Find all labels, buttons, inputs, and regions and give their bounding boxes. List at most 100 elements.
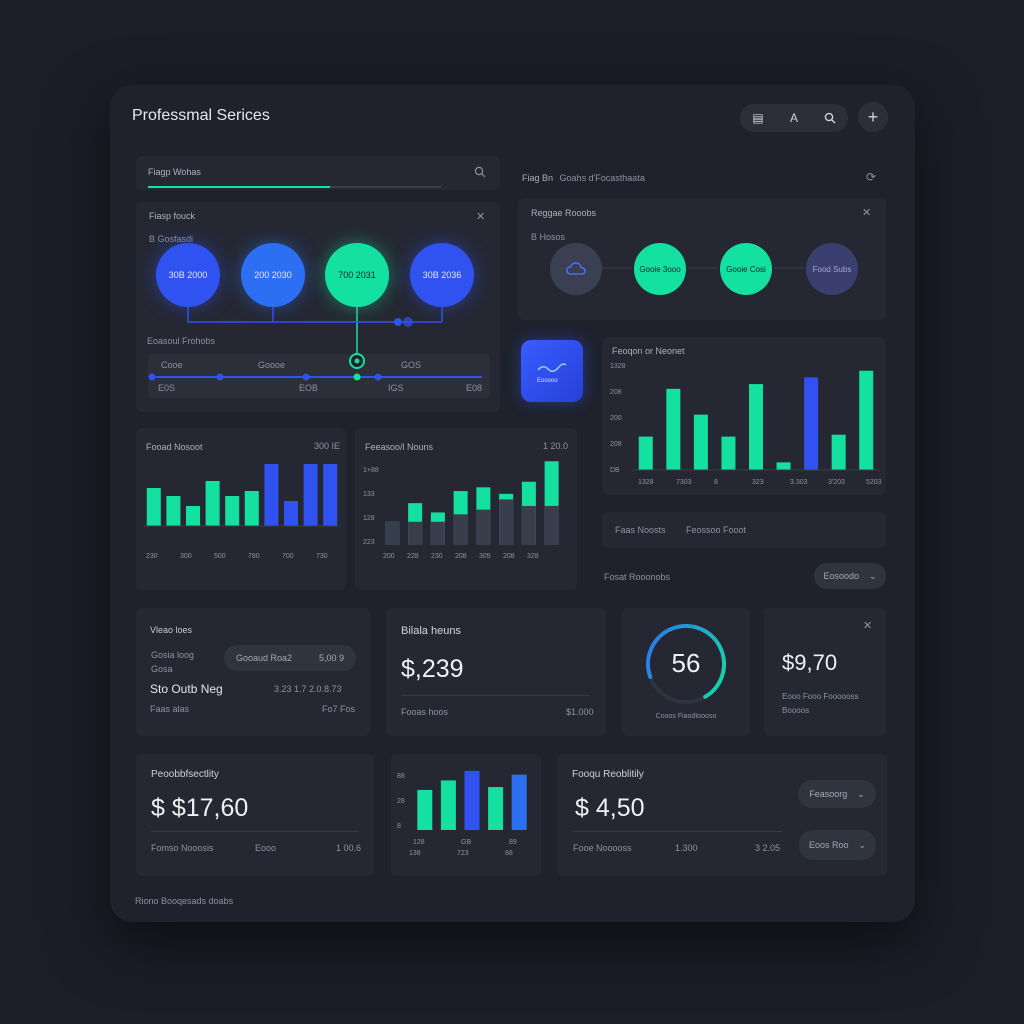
bilala-foot-right: $1.000 <box>566 707 594 717</box>
bar <box>544 505 559 545</box>
y-tick-label: 8 <box>397 823 401 830</box>
x-tick-label: 730 <box>316 553 328 560</box>
gauge-card: 56 Cooos Fiaodtoooso <box>622 608 750 736</box>
search-icon[interactable] <box>474 166 486 178</box>
gauge-fill <box>646 624 726 704</box>
view-card-name-value: 3.23 1.7 2.0.8.73 <box>274 684 342 694</box>
y-tick-label: 1+88 <box>363 467 379 474</box>
timeline-tick: E0S <box>158 383 176 393</box>
x-tick-label: 780 <box>248 553 260 560</box>
plus-icon: + <box>867 106 879 127</box>
search-input[interactable]: Fiagp Wohas <box>148 167 201 177</box>
x-tick-label: 230 <box>431 553 443 560</box>
info-row: Faas Noosts Feossoo Fooot <box>602 512 886 548</box>
x-tick-label: 1328 <box>638 479 654 486</box>
status-subtitle: B Hosos <box>531 232 566 242</box>
font-icon[interactable]: A <box>789 111 798 125</box>
bar <box>225 496 240 526</box>
fogu-amount: $ 4,50 <box>575 794 645 822</box>
bar <box>244 491 259 526</box>
flow-node[interactable]: 30B 2000 <box>156 243 220 307</box>
bar <box>284 501 298 526</box>
x-tick-label: 500 <box>214 553 226 560</box>
bar <box>303 464 318 526</box>
divider <box>151 831 359 832</box>
flow-title: Fiasp fouck <box>149 211 196 221</box>
y-tick-label: 28 <box>397 798 405 805</box>
probability-foot-mid: Eooo <box>255 843 277 853</box>
x-tick-label: 138 <box>409 850 421 857</box>
flow-node[interactable]: 200 2030 <box>241 243 305 307</box>
bar <box>186 506 200 526</box>
y-tick-label: 208 <box>610 389 622 396</box>
status-node[interactable] <box>550 243 602 295</box>
status-node[interactable]: Food Subs <box>806 243 858 295</box>
probability-amount: $ $17,60 <box>151 794 249 822</box>
select-row-label: Fosat Rooonobs <box>604 572 671 582</box>
flow-subtitle: B Gosfasdi <box>149 234 194 244</box>
fogu-dropdown-label: Feasoorg <box>809 789 848 799</box>
y-tick-label: 133 <box>363 491 375 498</box>
timeline-tick: IGS <box>388 383 404 393</box>
fogu-dropdown[interactable]: Eoos Roo ⌄ <box>799 830 876 860</box>
info-row-left: Faas Noosts <box>615 525 666 535</box>
fogu-foot-left: Fooe Nooooss <box>573 843 632 853</box>
fogu-foot-mid: 1.300 <box>675 843 698 853</box>
chart-left: 230 300 500 780 700 730 <box>144 464 340 560</box>
x-tick-label: 323 <box>752 479 764 486</box>
status-title: Reggae Rooobs <box>531 208 597 218</box>
x-tick-label: 723 <box>457 850 469 857</box>
flow-node[interactable]: 700 2031 <box>325 243 389 307</box>
close-icon[interactable]: ✕ <box>862 207 872 219</box>
fogu-title: Fooqu Reoblitily <box>572 769 644 780</box>
x-tick-label: 3'203 <box>828 479 845 486</box>
wave-icon <box>537 363 567 372</box>
fogu-dropdown[interactable]: Feasoorg ⌄ <box>798 780 876 808</box>
x-tick-label: 88 <box>505 850 513 857</box>
bar <box>499 499 514 545</box>
x-tick-label: 3.303 <box>790 479 808 486</box>
bar <box>323 464 338 526</box>
add-button[interactable]: + <box>858 102 888 132</box>
top-right-label-main: Fiag Bn <box>522 173 554 183</box>
bar <box>440 780 456 830</box>
status-node[interactable]: Gooie Cosi <box>720 243 772 295</box>
x-tick-label: 7303 <box>676 479 692 486</box>
status-node[interactable]: Gooie 3ooo <box>634 243 686 295</box>
probability-card: Peoobbfsectlity $ $17,60 Fomso Nooosis E… <box>136 754 374 876</box>
close-icon[interactable]: ✕ <box>863 620 873 632</box>
bar <box>488 787 504 830</box>
select-value: Eosoodo <box>823 571 859 581</box>
bar <box>417 789 433 830</box>
view-card-label: Gosa <box>151 664 173 674</box>
search-icon[interactable] <box>816 104 844 132</box>
amount-card-value: $9,70 <box>782 650 838 675</box>
y-tick-label: 223 <box>363 539 375 546</box>
divider <box>401 695 589 696</box>
y-tick-label: 88 <box>397 773 405 780</box>
list-icon[interactable]: ▤ <box>752 111 764 125</box>
y-tick-label: 128 <box>363 515 375 522</box>
chart-small: 88 28 8 128 GB 89 138 723 88 <box>397 770 527 857</box>
x-tick-label: 700 <box>282 553 294 560</box>
timeline-label: Goooe <box>258 360 286 370</box>
select-dropdown[interactable]: Eosoodo ⌄ <box>814 563 886 589</box>
bar <box>430 521 445 545</box>
probability-title: Peoobbfsectlity <box>151 769 219 780</box>
view-card-pill[interactable]: Gooaud Roa2 5,00 9 <box>224 645 356 671</box>
chart-mid-corner: 1 20.0 <box>543 441 569 451</box>
close-icon[interactable]: ✕ <box>476 211 486 223</box>
y-tick-label: 200 <box>610 415 622 422</box>
fogu-dropdown-label: Eoos Roo <box>808 840 849 850</box>
fogu-card: Fooqu Reoblitily $ 4,50 Fooe Nooooss 1.3… <box>557 754 887 876</box>
bar <box>264 464 279 526</box>
refresh-icon[interactable]: ⟳ <box>866 170 877 184</box>
view-card-foot-right: Fo7 Fos <box>322 704 356 714</box>
amount-card-line: Eooo Fooo Foooooss <box>782 692 859 701</box>
search-bar[interactable]: Fiagp Wohas <box>136 156 500 190</box>
app-tile[interactable]: Eooooo <box>521 340 583 402</box>
fogu-foot-right: 3 2.05 <box>755 843 781 853</box>
flow-node[interactable]: 30B 2036 <box>410 243 474 307</box>
x-tick-label: 5203 <box>866 479 882 486</box>
timeline-label: Cooe <box>161 360 183 370</box>
